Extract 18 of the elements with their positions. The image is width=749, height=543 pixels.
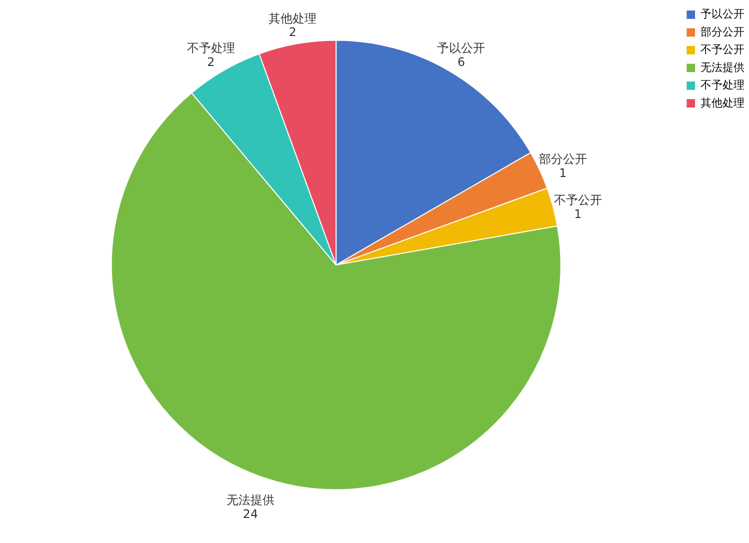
legend-label: 部分公开 bbox=[700, 25, 745, 38]
legend-label: 不予公开 bbox=[700, 43, 745, 56]
data-label: 2 bbox=[207, 54, 215, 69]
data-label: 24 bbox=[242, 506, 258, 521]
legend-label: 无法提供 bbox=[700, 60, 745, 74]
legend-label: 不予处理 bbox=[700, 78, 745, 92]
data-label: 1 bbox=[559, 166, 567, 180]
slice-label: 不予公开 bbox=[554, 193, 602, 208]
slice-label: 无法提供 bbox=[226, 493, 274, 508]
legend-label: 予以公开 bbox=[700, 8, 745, 21]
slice-label: 部分公开 bbox=[538, 152, 587, 166]
data-label: 2 bbox=[288, 25, 296, 40]
slice-label: 不予处理 bbox=[186, 41, 235, 56]
slice-label: 予以公开 bbox=[437, 41, 486, 56]
data-label: 1 bbox=[574, 206, 582, 221]
legend-label: 其他处理 bbox=[700, 96, 745, 110]
slice-label: 其他处理 bbox=[268, 11, 317, 26]
data-label: 6 bbox=[457, 54, 465, 69]
